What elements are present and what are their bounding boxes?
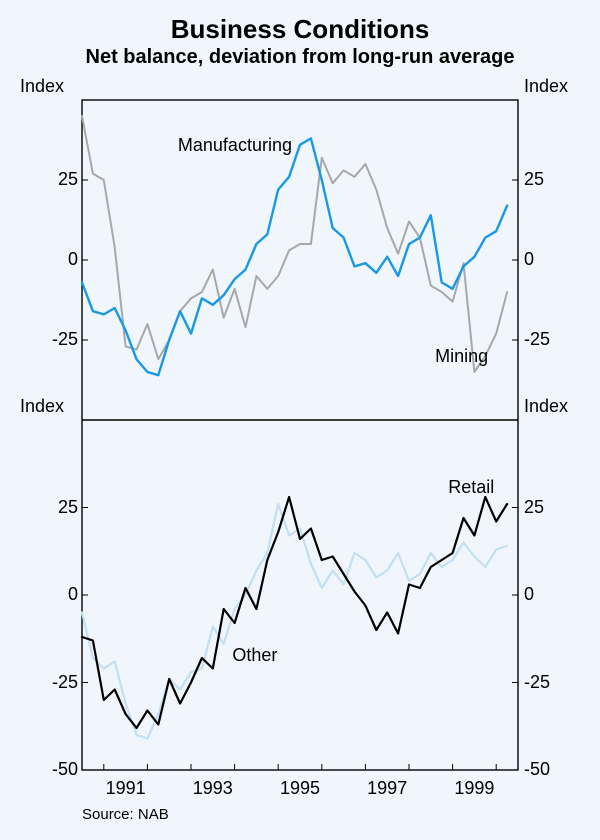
tick-label: 0	[524, 584, 534, 605]
series-label-mining: Mining	[435, 346, 488, 367]
tick-label: -25	[18, 329, 78, 350]
tick-label: -25	[524, 672, 550, 693]
tick-label: -50	[524, 759, 550, 780]
tick-label: 0	[18, 584, 78, 605]
source-label: Source: NAB	[82, 806, 169, 823]
x-tick-label: 1991	[106, 778, 146, 799]
series-label-retail: Retail	[448, 477, 494, 498]
tick-label: -25	[524, 329, 550, 350]
tick-label: 0	[524, 249, 534, 270]
series-label-manufacturing: Manufacturing	[178, 135, 292, 156]
series-manufacturing	[82, 138, 507, 375]
x-tick-label: 1993	[193, 778, 233, 799]
tick-label: 25	[18, 169, 78, 190]
tick-label: 25	[524, 169, 544, 190]
series-mining	[82, 116, 507, 372]
tick-label: 0	[18, 249, 78, 270]
figure: Business Conditions Net balance, deviati…	[0, 0, 600, 840]
tick-label: 25	[524, 497, 544, 518]
x-tick-label: 1995	[280, 778, 320, 799]
x-tick-label: 1999	[454, 778, 494, 799]
chart-svg	[0, 0, 600, 840]
tick-label: -50	[18, 759, 78, 780]
series-other	[82, 504, 507, 739]
tick-label: -25	[18, 672, 78, 693]
x-tick-label: 1997	[367, 778, 407, 799]
series-label-other: Other	[232, 645, 277, 666]
tick-label: 25	[18, 497, 78, 518]
